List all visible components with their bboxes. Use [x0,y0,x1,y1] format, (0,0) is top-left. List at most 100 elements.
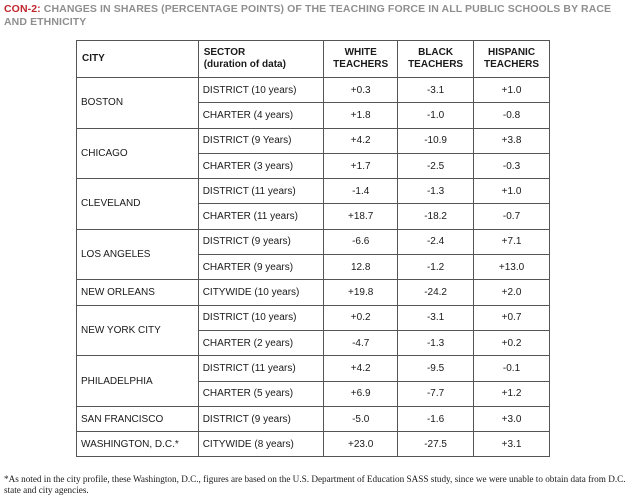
table-code: CON-2: [4,3,41,15]
table-row: CHARTER (2 years) -4.7 -1.3 +0.2 [77,329,550,357]
white-cell: +6.9 [323,380,399,407]
city-cell: NEW ORLEANS [76,279,199,306]
hispanic-cell: -0.1 [473,355,550,382]
hispanic-cell: +1.2 [473,380,550,407]
sector-cell: CHARTER (5 years) [197,380,325,407]
black-cell: -1.3 [397,329,475,357]
black-cell: -2.5 [397,152,475,180]
header-black-line2: TEACHERS [408,59,464,70]
hispanic-cell: -0.8 [473,102,550,129]
table-row: PHILADELPHIA DISTRICT (11 years) +4.2 -9… [76,355,550,407]
white-cell: -1.4 [323,178,399,205]
hispanic-cell: -0.3 [473,152,550,180]
sector-cell: DISTRICT (10 years) [197,304,325,331]
header-white-line1: WHITE [344,47,377,58]
black-cell: -1.0 [397,102,475,129]
header-black: BLACK TEACHERS [397,40,475,78]
sector-cell: DISTRICT (11 years) [197,355,325,382]
black-cell: -27.5 [397,431,475,458]
white-cell: +4.2 [323,355,399,382]
city-cell: CHICAGO [76,127,199,180]
table-row: NEW ORLEANS CITYWIDE (10 years) +19.8 -2… [76,279,550,306]
header-row: CITY SECTOR (duration of data) WHITE TEACH… [76,40,550,78]
sector-cell: CHARTER (2 years) [197,329,325,357]
sector-cell: CITYWIDE (10 years) [197,279,325,306]
table-row: CHARTER (4 years) +1.8 -1.0 -0.8 [77,102,550,129]
city-cell: LOS ANGELES [76,228,199,281]
city-cell: NEW YORK CITY [76,304,199,357]
white-cell: +0.2 [323,304,399,331]
header-hispanic-line1: HISPANIC [488,47,536,58]
hispanic-cell: +0.7 [473,304,550,331]
header-hispanic: HISPANIC TEACHERS [473,40,550,78]
sector-cell: CHARTER (11 years) [197,203,325,230]
table-row: CHARTER (3 years) +1.7 -2.5 -0.3 [77,152,550,180]
hispanic-cell: +13.0 [473,254,550,281]
black-cell: -3.1 [397,76,475,104]
hispanic-cell: +2.0 [473,279,550,306]
white-cell: +4.2 [323,127,399,154]
city-cell: PHILADELPHIA [76,355,199,407]
white-cell: -4.7 [323,329,399,357]
black-cell: -9.5 [397,355,475,382]
black-cell: -2.4 [397,228,475,256]
white-cell: -5.0 [323,405,399,433]
table-header: CITY SECTOR (duration of data) WHITE TEACH… [76,40,550,78]
sector-cell: DISTRICT (9 years) [197,228,325,256]
header-city: CITY [76,40,199,78]
white-cell: +18.7 [323,203,399,230]
table-row: CLEVELAND DISTRICT (11 years) -1.4 -1.3 … [76,178,550,230]
table-row: BOSTON DISTRICT (10 years) +0.3 -3.1 +1.… [76,76,550,129]
black-cell: -24.2 [397,279,475,306]
footnote: *As noted in the city profile, these Was… [4,474,626,495]
sector-cell: CITYWIDE (8 years) [197,431,325,458]
city-cell: CLEVELAND [76,178,199,230]
table-row: LOS ANGELES DISTRICT (9 years) -6.6 -2.4… [76,228,550,281]
sector-cell: DISTRICT (11 years) [197,178,325,205]
black-cell: -1.3 [397,178,475,205]
white-cell: +1.7 [323,152,399,180]
header-hispanic-line2: TEACHERS [484,59,540,70]
white-cell: +1.8 [323,102,399,129]
table-row: NEW YORK CITY DISTRICT (10 years) +0.2 -… [76,304,550,357]
table-title-text: CHANGES IN SHARES (PERCENTAGE POINTS) OF… [4,3,612,28]
table-title: CON-2: CHANGES IN SHARES (PERCENTAGE POI… [4,3,614,28]
city-cell: BOSTON [76,77,199,129]
table-row: SAN FRANCISCO DISTRICT (9 years) -5.0 -1… [76,405,550,433]
white-cell: -6.6 [323,228,399,256]
sector-cell: CHARTER (9 years) [197,254,325,281]
hispanic-cell: +1.0 [473,178,550,205]
sector-cell: DISTRICT (9 Years) [197,127,325,154]
hispanic-cell: +7.1 [473,228,550,256]
table-row: CHARTER (11 years) +18.7 -18.2 -0.7 [77,203,550,230]
hispanic-cell: +0.2 [473,329,550,357]
header-sector: SECTOR (duration of data) [197,40,325,78]
white-cell: 12.8 [323,254,399,281]
black-cell: -10.9 [397,127,475,154]
table-row: CHARTER (9 years) 12.8 -1.2 +13.0 [77,254,550,281]
teaching-force-table: CITY SECTOR (duration of data) WHITE TEACH… [76,40,550,458]
hispanic-cell: +1.0 [473,76,550,104]
white-cell: +19.8 [323,279,399,306]
city-cell: SAN FRANCISCO [76,405,199,433]
hispanic-cell: +3.0 [473,405,550,433]
black-cell: -1.2 [397,254,475,281]
sector-cell: DISTRICT (9 years) [197,405,325,433]
city-cell: WASHINGTON, D.C.* [76,431,199,458]
table-row: CHARTER (5 years) +6.9 -7.7 +1.2 [77,380,550,407]
header-black-line1: BLACK [418,47,454,58]
black-cell: -7.7 [397,380,475,407]
black-cell: -3.1 [397,304,475,331]
header-white: WHITE TEACHERS [323,40,399,78]
hispanic-cell: +3.1 [473,431,550,458]
hispanic-cell: +3.8 [473,127,550,154]
sector-cell: CHARTER (4 years) [197,102,325,129]
white-cell: +23.0 [323,431,399,458]
table-body: BOSTON DISTRICT (10 years) +0.3 -3.1 +1.… [76,76,550,458]
table-row: WASHINGTON, D.C.* CITYWIDE (8 years) +23… [76,431,550,458]
sector-cell: CHARTER (3 years) [197,152,325,180]
black-cell: -18.2 [397,203,475,230]
header-sector-line1: SECTOR [203,47,246,58]
table-row: CHICAGO DISTRICT (9 Years) +4.2 -10.9 +3… [76,127,550,180]
white-cell: +0.3 [323,76,399,104]
